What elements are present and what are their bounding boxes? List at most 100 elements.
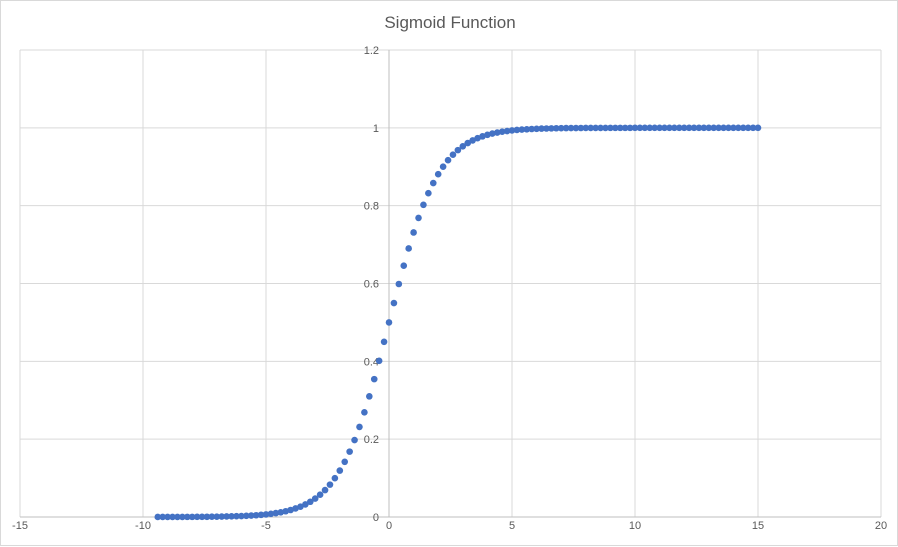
data-point bbox=[469, 137, 476, 144]
data-point bbox=[425, 189, 432, 197]
data-point bbox=[567, 124, 575, 132]
y-tick-label: 1 bbox=[373, 123, 379, 135]
data-point bbox=[169, 513, 176, 521]
data-point bbox=[203, 513, 211, 521]
data-point bbox=[233, 512, 240, 520]
data-point bbox=[375, 357, 383, 365]
data-point bbox=[297, 503, 304, 510]
data-point bbox=[164, 513, 171, 521]
data-point bbox=[247, 512, 255, 519]
data-point bbox=[749, 124, 757, 132]
data-point bbox=[493, 129, 501, 136]
data-point bbox=[538, 125, 545, 132]
data-point bbox=[523, 125, 531, 133]
data-point bbox=[179, 513, 186, 521]
data-point bbox=[508, 127, 516, 134]
data-point bbox=[400, 262, 408, 270]
data-point bbox=[193, 513, 201, 521]
x-tick-label: 20 bbox=[875, 520, 887, 532]
data-point bbox=[154, 513, 162, 521]
y-tick-label: 0.4 bbox=[364, 356, 379, 368]
data-point bbox=[641, 124, 649, 132]
data-point bbox=[198, 513, 206, 521]
data-point bbox=[616, 124, 624, 132]
data-point bbox=[183, 513, 191, 521]
x-tick-label: -5 bbox=[261, 520, 271, 532]
data-point bbox=[715, 124, 722, 132]
data-point bbox=[533, 125, 540, 133]
data-point bbox=[159, 513, 166, 521]
data-point bbox=[735, 124, 742, 132]
data-point bbox=[395, 280, 403, 288]
data-point bbox=[410, 229, 417, 236]
data-point bbox=[597, 124, 604, 132]
data-point bbox=[238, 512, 245, 520]
data-point bbox=[336, 467, 344, 474]
data-point bbox=[754, 124, 762, 132]
data-point bbox=[730, 124, 737, 132]
data-point bbox=[607, 124, 614, 132]
data-point bbox=[272, 509, 280, 517]
data-point bbox=[262, 511, 270, 518]
data-point bbox=[705, 124, 713, 132]
data-point bbox=[277, 508, 285, 516]
data-point bbox=[326, 481, 334, 488]
data-point bbox=[429, 179, 437, 187]
data-point bbox=[464, 139, 472, 147]
data-point bbox=[267, 510, 275, 518]
data-point bbox=[685, 124, 693, 132]
data-point bbox=[174, 513, 181, 521]
data-point bbox=[651, 124, 658, 132]
y-tick-label: 0.8 bbox=[364, 201, 379, 213]
data-point bbox=[370, 375, 378, 383]
y-tick-label: 0 bbox=[373, 512, 379, 524]
data-point bbox=[380, 338, 388, 346]
data-point bbox=[208, 513, 216, 521]
data-point bbox=[434, 170, 442, 178]
data-point bbox=[420, 201, 427, 209]
data-point bbox=[252, 511, 260, 519]
data-point bbox=[710, 124, 718, 132]
x-tick-label: 15 bbox=[752, 520, 764, 532]
data-point bbox=[346, 448, 353, 455]
data-point bbox=[675, 124, 683, 132]
data-point bbox=[548, 125, 555, 132]
data-point bbox=[351, 436, 358, 444]
data-point bbox=[562, 124, 570, 132]
data-point bbox=[528, 125, 535, 133]
data-point bbox=[454, 146, 462, 154]
data-point bbox=[577, 124, 585, 132]
data-point bbox=[656, 124, 663, 132]
data-point bbox=[341, 458, 349, 466]
data-point bbox=[557, 124, 565, 132]
data-point bbox=[626, 124, 634, 132]
data-point bbox=[513, 126, 521, 134]
data-point bbox=[621, 124, 629, 132]
data-point bbox=[592, 124, 599, 132]
data-point bbox=[361, 409, 368, 416]
data-point bbox=[552, 124, 560, 132]
data-point bbox=[188, 513, 196, 521]
data-point bbox=[257, 511, 265, 519]
y-tick-label: 1.2 bbox=[364, 45, 379, 57]
data-point bbox=[243, 512, 250, 520]
data-point bbox=[666, 124, 673, 132]
data-point bbox=[695, 124, 703, 132]
data-point bbox=[356, 423, 363, 431]
data-point bbox=[366, 393, 373, 400]
data-point bbox=[582, 124, 590, 132]
data-point bbox=[725, 124, 732, 132]
data-point bbox=[690, 124, 698, 132]
data-point bbox=[311, 495, 319, 502]
chart-title: Sigmoid Function bbox=[384, 13, 516, 32]
data-point bbox=[489, 130, 496, 137]
data-point bbox=[405, 245, 412, 252]
data-point bbox=[306, 498, 314, 506]
data-point bbox=[671, 124, 678, 132]
data-point bbox=[661, 124, 668, 132]
y-tick-label: 0.6 bbox=[364, 279, 379, 291]
data-point bbox=[720, 124, 727, 132]
data-point bbox=[744, 124, 752, 132]
